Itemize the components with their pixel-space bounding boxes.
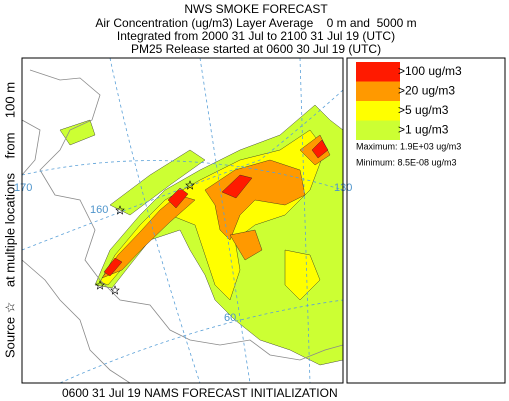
concentration-area [204, 159, 306, 241]
legend-swatch [356, 101, 400, 121]
graticule-label: 160 [90, 204, 108, 216]
source-marker [110, 285, 120, 295]
title: NWS SMOKE FORECAST [184, 2, 328, 16]
graticule-label: 170 [14, 182, 32, 194]
concentration-area [101, 194, 196, 279]
minimum: Minimum: 8.5E-08 ug/m3 [356, 157, 457, 167]
legend-swatch [356, 62, 400, 82]
legend-swatch [356, 120, 400, 140]
graticule-label: 60 [224, 312, 236, 324]
subtitle: PM25 Release started at 0600 30 Jul 19 (… [131, 42, 381, 56]
concentration-area [284, 249, 321, 301]
maximum: Maximum: 1.9E+03 ug/m3 [356, 141, 461, 151]
subtitle: Integrated from 2000 31 Jul to 2100 31 J… [117, 29, 395, 43]
footer: 0600 31 Jul 19 NAMS FORECAST INITIALIZAT… [62, 386, 338, 400]
graticule [21, 57, 344, 384]
source-label: Source ☆ at multiple locations from 100 … [2, 82, 17, 358]
legend-label: >1 ug/m3 [398, 123, 449, 137]
coastline [21, 119, 131, 384]
concentration-area [311, 139, 329, 159]
source-marker [95, 280, 105, 290]
concentration-area [221, 174, 253, 199]
concentration-area [103, 257, 123, 277]
concentration-area [229, 229, 263, 261]
legend-label: >100 ug/m3 [398, 64, 462, 78]
source-marker [115, 205, 125, 215]
legend-frame [346, 57, 506, 384]
map-frame [21, 57, 344, 384]
legend-label: >20 ug/m3 [398, 84, 455, 98]
legend: Maximum: 1.9E+03 ug/m3 Minimum: 8.5E-08 … [346, 57, 506, 384]
concentration-area [109, 149, 206, 216]
coastline [29, 69, 344, 361]
legend-label: >5 ug/m3 [398, 103, 449, 117]
concentration-area [59, 119, 96, 146]
concentration-area [167, 187, 189, 209]
source-marker [185, 180, 195, 190]
plumes [59, 104, 344, 366]
subtitle: Air Concentration (ug/m3) Layer Average … [95, 16, 416, 30]
legend-swatch [356, 81, 400, 101]
